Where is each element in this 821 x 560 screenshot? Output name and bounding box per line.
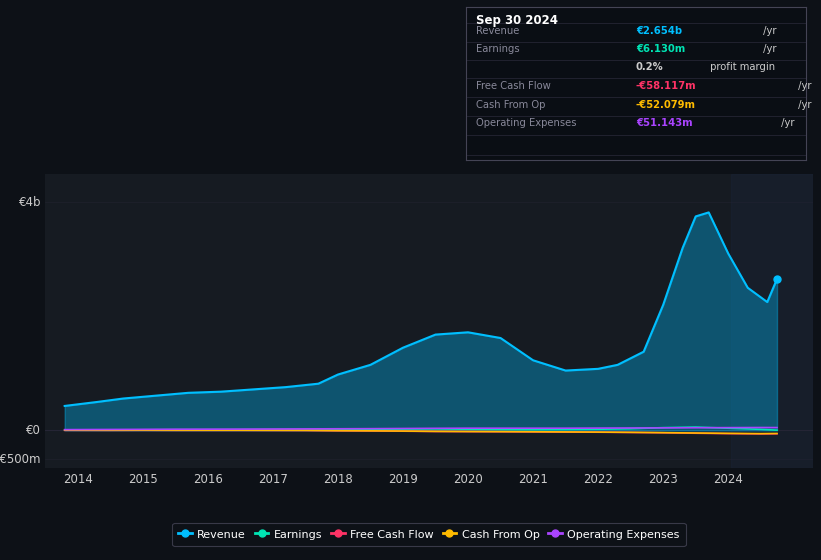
Text: Earnings: Earnings xyxy=(475,44,520,54)
Text: /yr: /yr xyxy=(760,26,777,36)
Text: €2.654b: €2.654b xyxy=(635,26,682,36)
Text: Sep 30 2024: Sep 30 2024 xyxy=(475,14,557,27)
Text: /yr: /yr xyxy=(760,44,777,54)
Text: Free Cash Flow: Free Cash Flow xyxy=(475,81,550,91)
Text: profit margin: profit margin xyxy=(707,63,775,72)
Bar xyxy=(732,174,813,468)
Text: /yr: /yr xyxy=(777,118,794,128)
Text: €51.143m: €51.143m xyxy=(635,118,692,128)
Text: /yr: /yr xyxy=(796,81,812,91)
Legend: Revenue, Earnings, Free Cash Flow, Cash From Op, Operating Expenses: Revenue, Earnings, Free Cash Flow, Cash … xyxy=(172,523,686,546)
Text: Cash From Op: Cash From Op xyxy=(475,100,545,110)
Text: -€52.079m: -€52.079m xyxy=(635,100,696,110)
Text: €0: €0 xyxy=(26,424,41,437)
Text: Operating Expenses: Operating Expenses xyxy=(475,118,576,128)
Text: €6.130m: €6.130m xyxy=(635,44,685,54)
Text: €4b: €4b xyxy=(19,195,41,209)
Text: -€58.117m: -€58.117m xyxy=(635,81,696,91)
Text: 0.2%: 0.2% xyxy=(635,63,663,72)
Text: /yr: /yr xyxy=(796,100,812,110)
Text: -€500m: -€500m xyxy=(0,452,41,465)
Text: Revenue: Revenue xyxy=(475,26,519,36)
